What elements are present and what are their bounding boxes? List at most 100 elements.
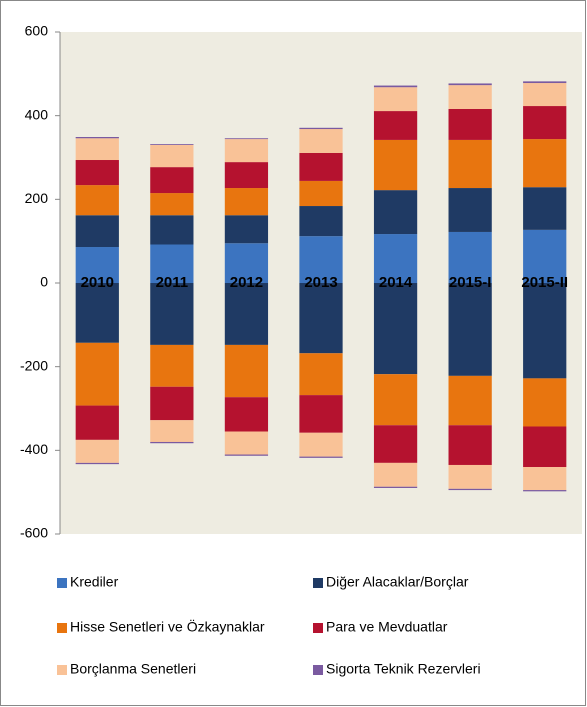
x-tick-label: 2014 — [379, 274, 413, 291]
legend-swatch — [57, 578, 67, 588]
bar-segment — [299, 206, 343, 237]
bar-segment — [373, 283, 418, 375]
legend-swatch — [313, 623, 323, 633]
bar-segment — [75, 185, 119, 216]
x-tick-label: 2011 — [156, 274, 189, 291]
bar-segment — [150, 420, 194, 442]
bar-segment — [373, 462, 418, 487]
bar-segment — [448, 283, 492, 376]
legend-label: Para ve Mevduatlar — [326, 619, 448, 635]
bar-segment — [373, 85, 418, 88]
legend-swatch — [313, 578, 323, 588]
y-tick-label: -200 — [20, 357, 48, 373]
bar-segment — [373, 111, 418, 140]
y-tick-label: 0 — [40, 274, 48, 290]
bar-segment — [448, 188, 492, 232]
bar-segment — [448, 464, 492, 489]
legend-swatch — [313, 665, 323, 675]
bar-segment — [75, 137, 119, 139]
bar-segment — [150, 244, 194, 283]
bar-segment — [448, 425, 492, 465]
bar-segment — [523, 490, 567, 492]
bar-segment — [150, 283, 194, 345]
bar-segment — [75, 439, 119, 463]
bar-segment — [448, 85, 492, 109]
bar-segment — [299, 127, 343, 130]
bar-segment — [75, 215, 119, 248]
legend-label: Sigorta Teknik Rezervleri — [326, 661, 481, 677]
bar-segment — [299, 283, 343, 354]
bar-segment — [299, 353, 343, 396]
x-tick-label: 2015-II — [521, 274, 568, 291]
bar-segment — [448, 488, 492, 491]
bar-segment — [373, 190, 418, 235]
bar-segment — [299, 456, 343, 458]
bar-segment — [224, 138, 269, 140]
legend-label: Hisse Senetleri ve Özkaynaklar — [70, 618, 265, 635]
bar-segment — [150, 386, 194, 421]
bar-segment — [224, 215, 269, 244]
bar-segment — [224, 454, 269, 456]
bar-segment — [224, 139, 269, 163]
bar-segment — [75, 342, 119, 406]
legend-label: Borçlanma Senetleri — [70, 661, 196, 677]
y-tick-label: -600 — [20, 525, 48, 541]
x-tick-label: 2012 — [230, 274, 263, 291]
bar-segment — [75, 160, 119, 186]
bar-segment — [224, 243, 269, 283]
x-tick-label: 2015-I — [449, 274, 492, 291]
bar-segment — [75, 405, 119, 440]
bar-segment — [523, 83, 567, 107]
bar-segment — [150, 215, 194, 245]
bar-segment — [373, 374, 418, 426]
y-tick-label: -400 — [20, 441, 48, 457]
bar-segment — [373, 87, 418, 112]
y-tick-label: 600 — [25, 23, 49, 39]
bar-segment — [299, 432, 343, 457]
bar-segment — [523, 106, 567, 140]
bar-segment — [448, 375, 492, 426]
bar-segment — [448, 83, 492, 86]
bar-segment — [448, 139, 492, 189]
legend-swatch — [57, 623, 67, 633]
bar-segment — [75, 138, 119, 161]
bar-segment — [150, 144, 194, 168]
bar-segment — [150, 193, 194, 216]
bar-segment — [523, 283, 567, 379]
bar-segment — [224, 431, 269, 455]
bar-segment — [299, 395, 343, 433]
bar-segment — [224, 344, 269, 398]
legend-swatch — [57, 665, 67, 675]
bar-segment — [523, 229, 567, 283]
bar-segment — [224, 162, 269, 189]
bar-segment — [373, 139, 418, 191]
bar-segment — [299, 236, 343, 283]
bar-segment — [75, 247, 119, 283]
legend-label: Diğer Alacaklar/Borçlar — [326, 574, 469, 590]
bar-segment — [523, 378, 567, 427]
bar-segment — [150, 144, 194, 145]
bar-segment — [523, 467, 567, 491]
bar-segment — [448, 231, 492, 283]
bar-segment — [150, 167, 194, 194]
bar-segment — [150, 441, 194, 444]
bar-segment — [224, 397, 269, 432]
bar-segment — [299, 152, 343, 181]
bar-segment — [373, 486, 418, 488]
x-tick-label: 2010 — [81, 274, 114, 291]
bar-segment — [75, 283, 119, 343]
y-tick-label: 200 — [25, 190, 49, 206]
x-tick-label: 2013 — [304, 274, 337, 291]
y-tick-label: 400 — [25, 106, 49, 122]
bar-segment — [224, 283, 269, 345]
bar-segment — [75, 462, 119, 465]
bar-segment — [523, 426, 567, 468]
bar-segment — [373, 234, 418, 283]
bar-segment — [299, 129, 343, 153]
bar-segment — [448, 108, 492, 140]
bar-segment — [373, 425, 418, 463]
bar-segment — [150, 344, 194, 387]
bar-segment — [299, 180, 343, 207]
legend-label: Krediler — [70, 574, 119, 590]
